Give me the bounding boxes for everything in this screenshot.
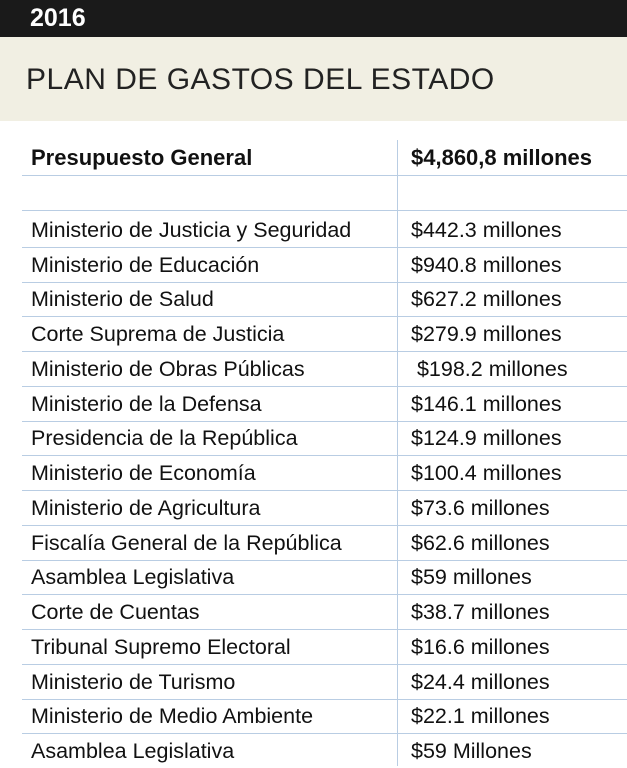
ministry-amount: $16.6 millones [411, 635, 550, 659]
ministry-name: Tribunal Supremo Electoral [31, 635, 291, 659]
table-row: Fiscalía General de la República $62.6 m… [22, 525, 627, 561]
ministry-amount: $59 Millones [411, 739, 532, 763]
table-row: Corte Suprema de Justicia $279.9 millone… [22, 316, 627, 352]
ministry-amount: $198.2 millones [411, 357, 568, 381]
ministry-name: Ministerio de Medio Ambiente [31, 704, 314, 728]
ministry-amount: $73.6 millones [411, 496, 550, 520]
page-title: PLAN DE GASTOS DEL ESTADO [26, 63, 495, 96]
table-header-row: Presupuesto General $4,860,8 millones [22, 140, 627, 176]
ministry-amount: $38.7 millones [411, 600, 550, 624]
header-value: $4,860,8 millones [411, 145, 592, 170]
ministry-name: Corte de Cuentas [31, 600, 200, 624]
table-row: Ministerio de Medio Ambiente $22.1 millo… [22, 698, 627, 734]
ministry-name: Ministerio de Educación [31, 253, 260, 277]
ministry-amount: $124.9 millones [411, 426, 562, 450]
table-row: Asamblea Legislativa $59 Millones [22, 733, 627, 768]
ministry-name: Presidencia de la República [31, 426, 298, 450]
year-label: 2016 [30, 4, 86, 32]
ministry-amount: $22.1 millones [411, 704, 550, 728]
table-row: Ministerio de la Defensa $146.1 millones [22, 386, 627, 422]
ministry-name: Corte Suprema de Justicia [31, 322, 285, 346]
ministry-amount: $59 millones [411, 565, 532, 589]
ministry-name: Ministerio de Obras Públicas [31, 357, 305, 381]
ministry-name: Ministerio de Agricultura [31, 496, 261, 520]
ministry-name: Ministerio de Justicia y Seguridad [31, 218, 352, 242]
ministry-name: Ministerio de Economía [31, 461, 256, 485]
table-row: Presidencia de la República $124.9 millo… [22, 420, 627, 456]
ministry-name: Asamblea Legislativa [31, 565, 235, 589]
table-row: Ministerio de Obras Públicas $198.2 mill… [22, 351, 627, 387]
ministry-name: Ministerio de la Defensa [31, 392, 262, 416]
ministry-name: Asamblea Legislativa [31, 739, 235, 763]
ministry-amount: $100.4 millones [411, 461, 562, 485]
ministry-amount: $24.4 millones [411, 670, 550, 694]
ministry-amount: $62.6 millones [411, 531, 550, 555]
ministry-amount: $940.8 millones [411, 253, 562, 277]
table-row: Ministerio de Agricultura $73.6 millones [22, 490, 627, 526]
ministry-amount: $279.9 millones [411, 322, 562, 346]
ministry-name: Ministerio de Salud [31, 287, 214, 311]
ministry-name: Fiscalía General de la República [31, 531, 342, 555]
year-banner: 2016 [0, 0, 627, 37]
table-row: Ministerio de Salud $627.2 millones [22, 281, 627, 317]
table-row: Corte de Cuentas $38.7 millones [22, 594, 627, 630]
table-row: Ministerio de Turismo $24.4 millones [22, 664, 627, 700]
table-row: Ministerio de Economía $100.4 millones [22, 455, 627, 491]
ministry-amount: $146.1 millones [411, 392, 562, 416]
table-row: Asamblea Legislativa $59 millones [22, 559, 627, 595]
title-band: PLAN DE GASTOS DEL ESTADO [0, 37, 627, 121]
table-row: Ministerio de Educación $940.8 millones [22, 247, 627, 283]
header-label: Presupuesto General [31, 145, 253, 170]
ministry-amount: $442.3 millones [411, 218, 562, 242]
table-row: Ministerio de Justicia y Seguridad $442.… [22, 212, 627, 248]
ministry-amount: $627.2 millones [411, 287, 562, 311]
table-row: Tribunal Supremo Electoral $16.6 millone… [22, 629, 627, 665]
table-spacer-row [22, 175, 627, 211]
column-divider [397, 140, 398, 766]
ministry-name: Ministerio de Turismo [31, 670, 236, 694]
